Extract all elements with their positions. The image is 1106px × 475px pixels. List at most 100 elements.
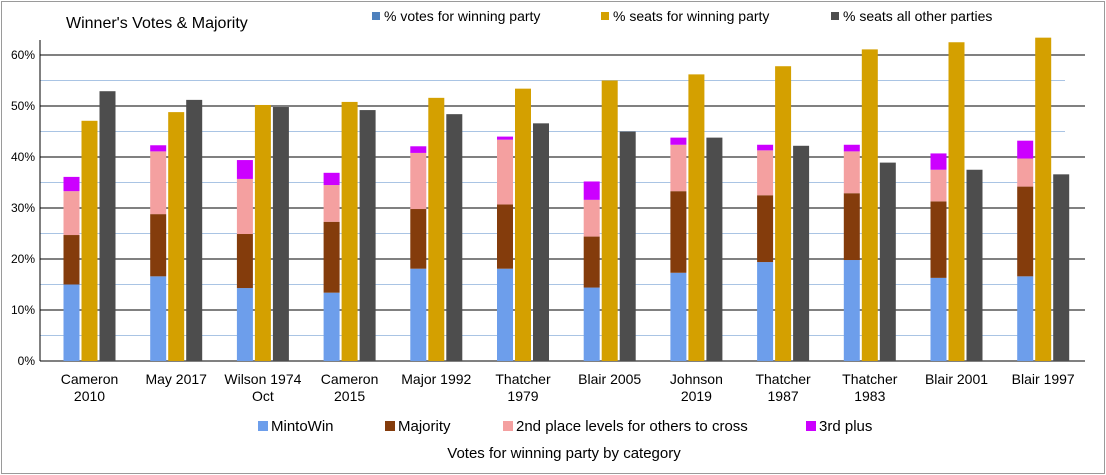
legend-label: MintoWin: [271, 418, 334, 435]
x-tick-label: Major 1992: [401, 371, 471, 387]
x-tick-label: Thatcher: [495, 371, 551, 387]
bar-2nd-place-levels-for-others-to-cross: [843, 151, 860, 194]
x-tick-label: 2015: [334, 388, 365, 404]
x-tick-label: 2010: [74, 388, 105, 404]
bar-seats-winning-party: [428, 97, 445, 361]
bar-majority: [410, 209, 427, 269]
y-tick-label: 50%: [11, 99, 35, 113]
x-axis-title: Votes for winning party by category: [447, 445, 681, 462]
bar-3rd-plus: [1017, 140, 1034, 159]
legend-bottom: MintoWin Majority 2nd place levels for oth…: [258, 418, 872, 435]
bar-majority: [1017, 186, 1034, 277]
x-tick-label: Blair 2005: [578, 371, 641, 387]
legend-swatch: [831, 12, 839, 20]
bar-mintowin: [670, 272, 687, 361]
bar-seats-winning-party: [341, 101, 358, 362]
bar-seats-other-parties: [359, 110, 376, 361]
bar-seats-winning-party: [254, 104, 271, 361]
x-tick-label: 2019: [681, 388, 712, 404]
bar-2nd-place-levels-for-others-to-cross: [150, 151, 167, 215]
bar-3rd-plus: [583, 181, 600, 200]
bar-2nd-place-levels-for-others-to-cross: [497, 139, 513, 205]
x-tick-label: Thatcher: [842, 371, 898, 387]
bar-3rd-plus: [63, 176, 80, 192]
bar-2nd-place-levels-for-others-to-cross: [757, 150, 774, 196]
bar-seats-winning-party: [601, 80, 618, 361]
x-tick-label: Oct: [252, 388, 274, 404]
x-tick-label: Wilson 1974: [224, 371, 301, 387]
legend-swatch: [385, 421, 395, 431]
bar-seats-winning-party: [775, 66, 792, 361]
bar-seats-winning-party: [948, 42, 965, 361]
y-tick-label: 30%: [11, 201, 35, 215]
bar-majority: [843, 193, 860, 261]
bar-mintowin: [410, 268, 427, 361]
bar-majority: [757, 195, 774, 263]
legend-label: % votes for winning party: [384, 8, 540, 24]
bar-2nd-place-levels-for-others-to-cross: [930, 169, 947, 202]
y-tick-label: 0%: [18, 354, 36, 368]
x-tick-label: Cameron: [321, 371, 379, 387]
bar-seats-other-parties: [99, 91, 116, 362]
bar-seats-other-parties: [533, 123, 549, 361]
x-tick-label: Johnson: [670, 371, 723, 387]
bar-2nd-place-levels-for-others-to-cross: [670, 144, 687, 192]
bar-3rd-plus: [497, 136, 513, 140]
bar-2nd-place-levels-for-others-to-cross: [63, 191, 80, 236]
bar-2nd-place-levels-for-others-to-cross: [410, 152, 427, 210]
bar-3rd-plus: [930, 153, 947, 170]
legend-top: % votes for winning party % seats for win…: [372, 8, 992, 24]
bar-mintowin: [843, 260, 860, 361]
legend-label: 2nd place levels for others to cross: [516, 418, 748, 435]
x-tick-label: 1983: [854, 388, 885, 404]
bar-2nd-place-levels-for-others-to-cross: [236, 178, 253, 235]
bar-majority: [150, 214, 167, 277]
bar-majority: [930, 201, 947, 278]
bar-majority: [63, 235, 80, 285]
bar-majority: [583, 236, 600, 288]
legend-label: % seats for winning party: [613, 8, 769, 24]
bar-majority: [497, 204, 513, 269]
x-tick-label: Cameron: [61, 371, 119, 387]
y-tick-label: 20%: [11, 252, 35, 266]
bar-2nd-place-levels-for-others-to-cross: [323, 185, 340, 222]
bar-seats-other-parties: [446, 114, 463, 361]
y-axis: 0% 10% 20% 30% 40% 50% 60%: [11, 40, 41, 368]
bar-majority: [323, 221, 340, 293]
bar-mintowin: [583, 287, 600, 361]
legend-label: Majority: [398, 418, 451, 435]
legend-swatch: [258, 421, 268, 431]
legend-label: % seats all other parties: [843, 8, 992, 24]
bar-3rd-plus: [843, 144, 860, 152]
bar-3rd-plus: [323, 172, 340, 186]
bar-mintowin: [63, 284, 80, 361]
x-tick-label: Thatcher: [755, 371, 811, 387]
bar-2nd-place-levels-for-others-to-cross: [583, 199, 600, 237]
bar-2nd-place-levels-for-others-to-cross: [1017, 158, 1034, 187]
bar-mintowin: [150, 276, 167, 361]
bar-3rd-plus: [236, 160, 253, 179]
legend-swatch: [372, 12, 380, 20]
bar-seats-other-parties: [186, 99, 203, 361]
bar-3rd-plus: [150, 145, 167, 152]
bar-seats-other-parties: [966, 169, 983, 361]
x-tick-label: 1987: [768, 388, 799, 404]
bar-seats-other-parties: [272, 107, 289, 362]
bar-seats-winning-party: [1035, 37, 1052, 361]
bar-mintowin: [930, 277, 947, 361]
bar-mintowin: [757, 262, 774, 361]
legend-swatch: [601, 12, 609, 20]
bar-seats-other-parties: [1053, 174, 1070, 361]
bar-3rd-plus: [410, 146, 427, 153]
bar-seats-winning-party: [688, 74, 705, 361]
bar-seats-other-parties: [879, 162, 896, 361]
bar-mintowin: [236, 288, 253, 361]
bar-seats-other-parties: [793, 145, 810, 361]
bar-mintowin: [323, 292, 340, 361]
bar-seats-winning-party: [81, 120, 98, 361]
x-tick-label: Blair 2001: [925, 371, 988, 387]
x-tick-label: May 2017: [145, 371, 207, 387]
bars: [63, 37, 1070, 362]
